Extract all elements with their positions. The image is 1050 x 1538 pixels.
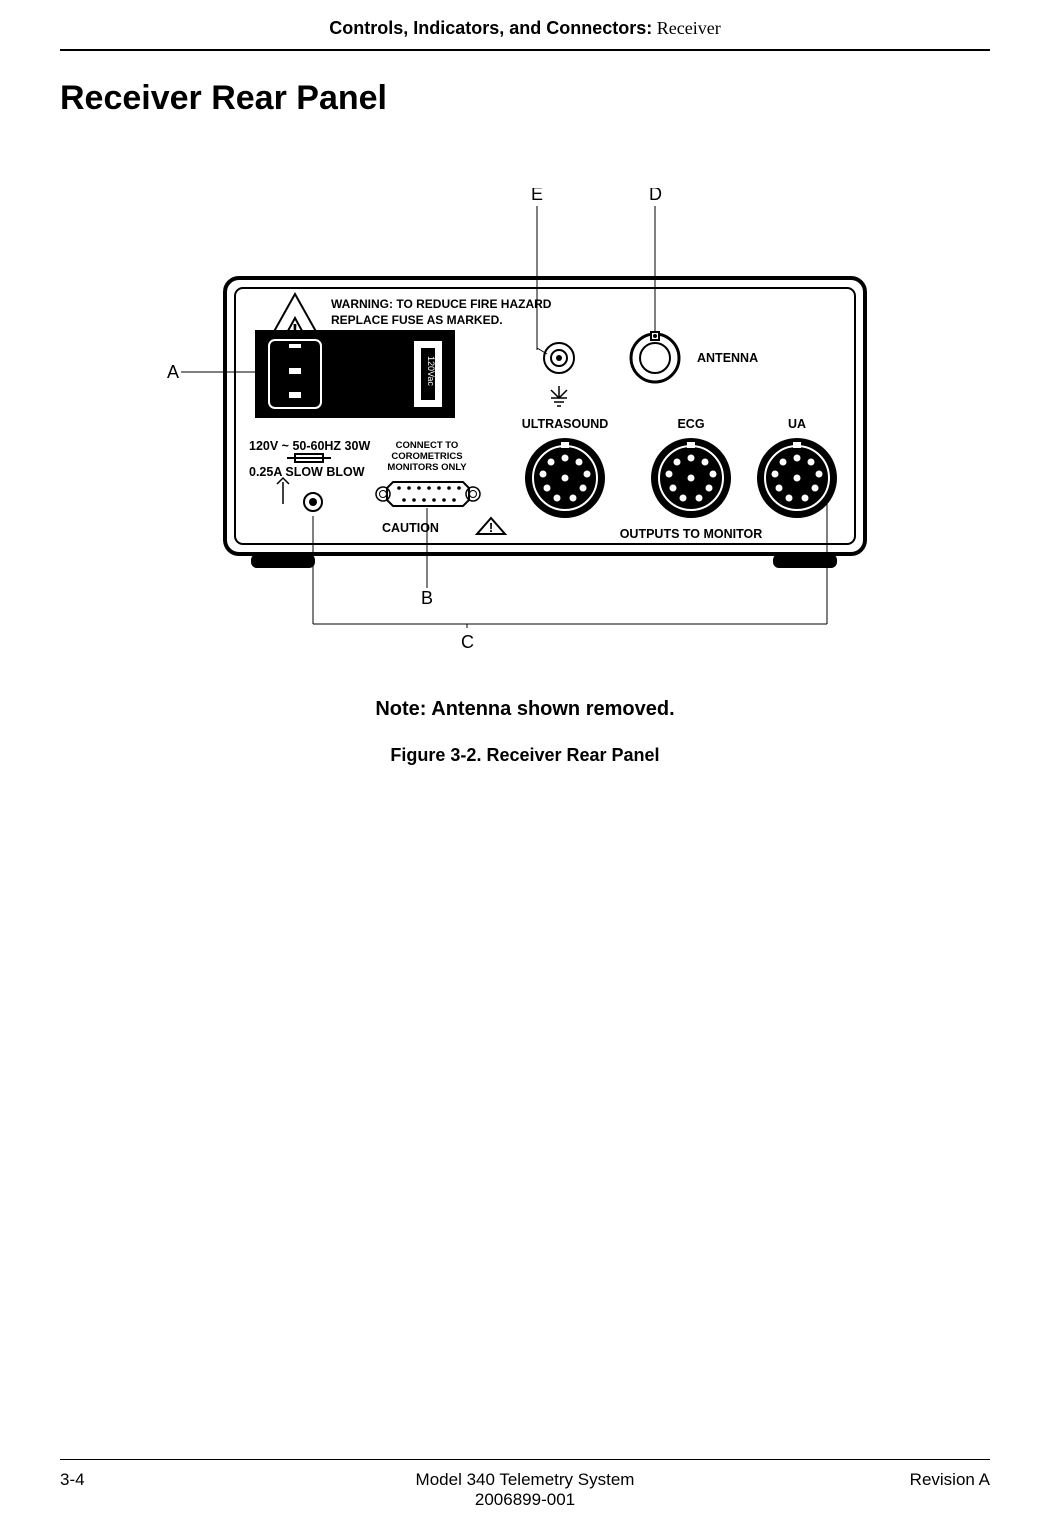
figure-caption: Figure 3-2. Receiver Rear Panel	[60, 745, 990, 766]
connect-l3: MONITORS ONLY	[387, 462, 467, 473]
ua-label: UA	[788, 417, 806, 431]
power-line1: 120V ~ 50-60HZ 30W	[249, 439, 370, 453]
callout-a: A	[167, 362, 179, 382]
callout-e: E	[531, 188, 543, 204]
callout-c: C	[461, 632, 474, 652]
connect-l2: COROMETRICS	[391, 451, 462, 462]
outputs-label: OUTPUTS TO MONITOR	[620, 527, 763, 541]
antenna-connector	[631, 332, 679, 382]
ecg-connector	[651, 438, 731, 518]
page-footer: 3-4 Model 340 Telemetry System 2006899-0…	[0, 1459, 1050, 1538]
svg-text:!: !	[489, 520, 493, 535]
ecg-label: ECG	[677, 417, 704, 431]
figure-note: Note: Antenna shown removed.	[60, 698, 990, 721]
header-italic: Receiver	[652, 18, 720, 38]
ultrasound-connector	[525, 438, 605, 518]
revision: Revision A	[870, 1470, 990, 1510]
figure-receiver-rear-panel: ! WARNING: TO REDUCE FIRE HAZARD REPLACE…	[145, 188, 905, 658]
antenna-label: ANTENNA	[697, 351, 758, 365]
header-rule	[60, 49, 990, 51]
callout-b: B	[421, 588, 433, 608]
footer-model: Model 340 Telemetry System	[180, 1470, 870, 1490]
dsub-connector	[376, 482, 480, 506]
page-header: Controls, Indicators, and Connectors: Re…	[60, 0, 990, 45]
header-bold: Controls, Indicators, and Connectors:	[329, 18, 652, 38]
ultrasound-label: ULTRASOUND	[522, 417, 609, 431]
page-number: 3-4	[60, 1470, 180, 1510]
warning-line2: REPLACE FUSE AS MARKED.	[331, 313, 503, 327]
caution-label: CAUTION	[382, 521, 439, 535]
connect-l1: CONNECT TO	[396, 440, 459, 451]
power-inlet-module: 120Vac	[255, 330, 455, 418]
fuse-voltage-label: 120Vac	[426, 356, 436, 386]
warning-line1: WARNING: TO REDUCE FIRE HAZARD	[331, 297, 552, 311]
footer-rule	[60, 1459, 990, 1460]
section-title: Receiver Rear Panel	[60, 79, 990, 118]
ua-connector	[757, 438, 837, 518]
footer-docnum: 2006899-001	[180, 1490, 870, 1510]
power-line2: 0.25A SLOW BLOW	[249, 465, 365, 479]
callout-d: D	[649, 188, 662, 204]
equipotential-symbol	[544, 343, 574, 406]
